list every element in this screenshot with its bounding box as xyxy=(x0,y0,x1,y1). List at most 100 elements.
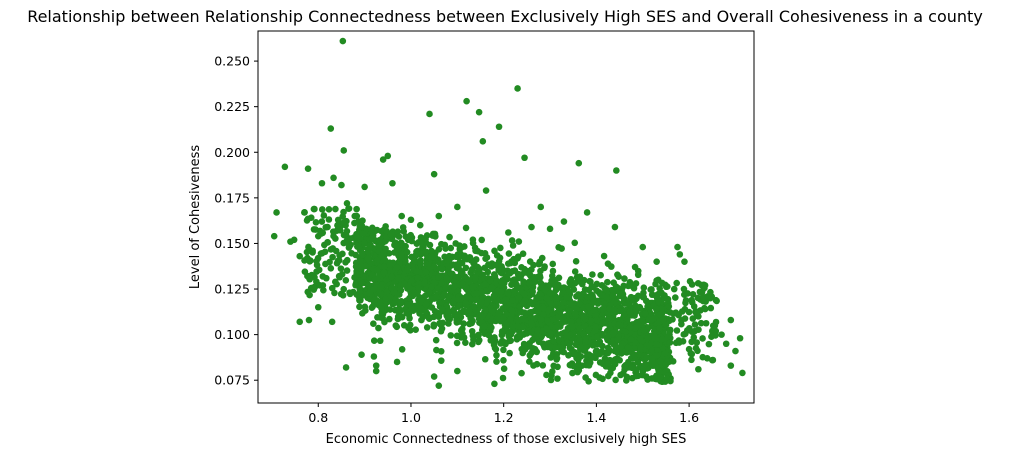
scatter-point xyxy=(520,290,528,298)
scatter-point xyxy=(436,299,443,307)
scatter-point xyxy=(732,347,739,355)
scatter-point xyxy=(670,285,678,293)
scatter-point xyxy=(663,283,671,290)
scatter-point xyxy=(340,147,348,154)
scatter-point xyxy=(328,318,336,326)
scatter-point xyxy=(554,375,561,382)
scatter-point xyxy=(543,371,550,379)
scatter-point xyxy=(439,306,446,313)
scatter-point xyxy=(483,254,491,261)
scatter-point xyxy=(412,326,419,334)
scatter-point xyxy=(281,163,289,171)
y-tick-label: 0.150 xyxy=(214,236,250,251)
scatter-point xyxy=(327,265,335,272)
scatter-point xyxy=(666,339,674,346)
scatter-point xyxy=(543,294,551,302)
scatter-point xyxy=(339,37,347,45)
scatter-point xyxy=(488,283,496,291)
scatter-point xyxy=(688,356,695,364)
scatter-point xyxy=(313,257,320,265)
scatter-point xyxy=(576,273,584,280)
scatter-point xyxy=(514,255,521,262)
scatter-point xyxy=(413,268,421,275)
scatter-point xyxy=(433,346,440,354)
scatter-point xyxy=(378,304,385,312)
scatter-point xyxy=(386,261,394,269)
scatter-point xyxy=(673,279,680,287)
scatter-point xyxy=(304,165,312,172)
scatter-point xyxy=(569,369,576,377)
scatter-point xyxy=(374,314,381,321)
scatter-point xyxy=(322,223,330,231)
scatter-point xyxy=(343,267,351,274)
scatter-point xyxy=(505,229,512,236)
scatter-point xyxy=(312,219,320,226)
scatter-point xyxy=(400,322,408,329)
scatter-point xyxy=(519,300,526,308)
scatter-point xyxy=(571,310,579,317)
scatter-point xyxy=(632,308,640,315)
scatter-point xyxy=(315,266,323,274)
scatter-point xyxy=(555,243,562,251)
scatter-point xyxy=(669,316,676,323)
scatter-point xyxy=(603,286,611,294)
scatter-point xyxy=(639,316,646,324)
scatter-point xyxy=(382,245,389,253)
scatter-point xyxy=(507,337,515,344)
scatter-point xyxy=(565,352,572,359)
scatter-point xyxy=(417,305,425,313)
scatter-point xyxy=(303,217,311,224)
x-axis-label: Economic Connectedness of those exclusiv… xyxy=(326,432,687,447)
scatter-point xyxy=(332,205,339,213)
scatter-point xyxy=(327,125,335,132)
scatter-point xyxy=(610,306,618,313)
scatter-point xyxy=(432,233,439,240)
scatter-point xyxy=(469,239,477,247)
scatter-point xyxy=(526,358,533,365)
scatter-point xyxy=(506,270,514,277)
scatter-point xyxy=(485,331,493,339)
scatter-point xyxy=(613,167,620,174)
scatter-point xyxy=(556,307,564,315)
scatter-point xyxy=(681,258,688,265)
scatter-point xyxy=(636,303,644,311)
scatter-point xyxy=(336,273,343,281)
scatter-point xyxy=(348,250,355,257)
scatter-point xyxy=(559,315,567,322)
scatter-point xyxy=(699,335,706,342)
scatter-point xyxy=(670,310,677,317)
scatter-point xyxy=(405,235,413,243)
scatter-point xyxy=(384,152,392,160)
scatter-point xyxy=(358,351,365,359)
scatter-point xyxy=(689,291,697,298)
scatter-point xyxy=(421,279,428,287)
scatter-point xyxy=(634,271,642,279)
scatter-point xyxy=(361,239,368,246)
scatter-point xyxy=(648,286,655,293)
scatter-point xyxy=(400,228,408,235)
scatter-point xyxy=(597,271,604,279)
scatter-point xyxy=(692,344,700,352)
scatter-point xyxy=(536,272,544,280)
scatter-point xyxy=(594,300,602,307)
scatter-point xyxy=(571,268,579,275)
scatter-point xyxy=(306,291,313,299)
y-tick-label: 0.100 xyxy=(214,327,250,342)
scatter-point xyxy=(699,293,707,301)
scatter-point xyxy=(468,265,476,273)
scatter-point xyxy=(555,274,563,282)
scatter-point xyxy=(468,327,476,335)
y-tick-label: 0.200 xyxy=(214,145,250,160)
scatter-point xyxy=(450,278,458,285)
scatter-point xyxy=(639,243,647,251)
scatter-point xyxy=(378,227,385,235)
scatter-point xyxy=(507,316,514,323)
scatter-point xyxy=(499,314,507,322)
scatter-point xyxy=(453,339,461,347)
scatter-point xyxy=(472,256,480,263)
scatter-point xyxy=(539,340,547,348)
scatter-point xyxy=(357,222,365,230)
scatter-point xyxy=(658,335,666,343)
scatter-point xyxy=(526,279,533,287)
scatter-point xyxy=(525,270,533,278)
